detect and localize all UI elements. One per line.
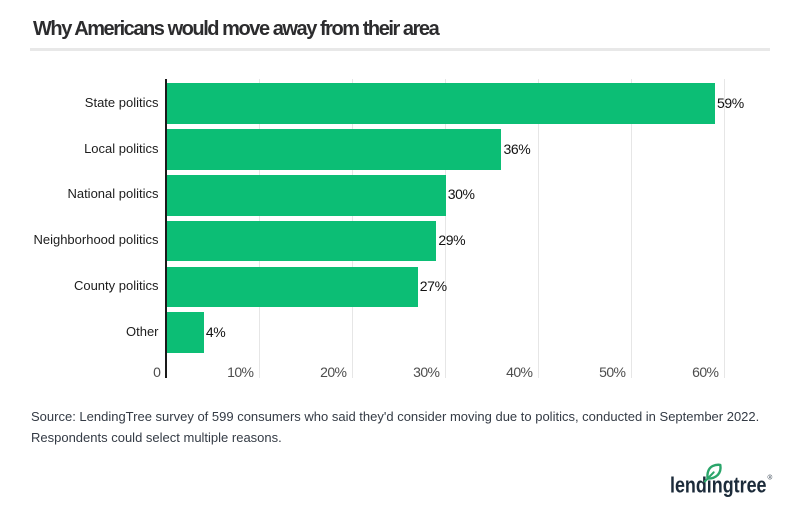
svg-text:®: ® bbox=[768, 474, 773, 482]
svg-text:lendingtree: lendingtree bbox=[670, 473, 767, 498]
